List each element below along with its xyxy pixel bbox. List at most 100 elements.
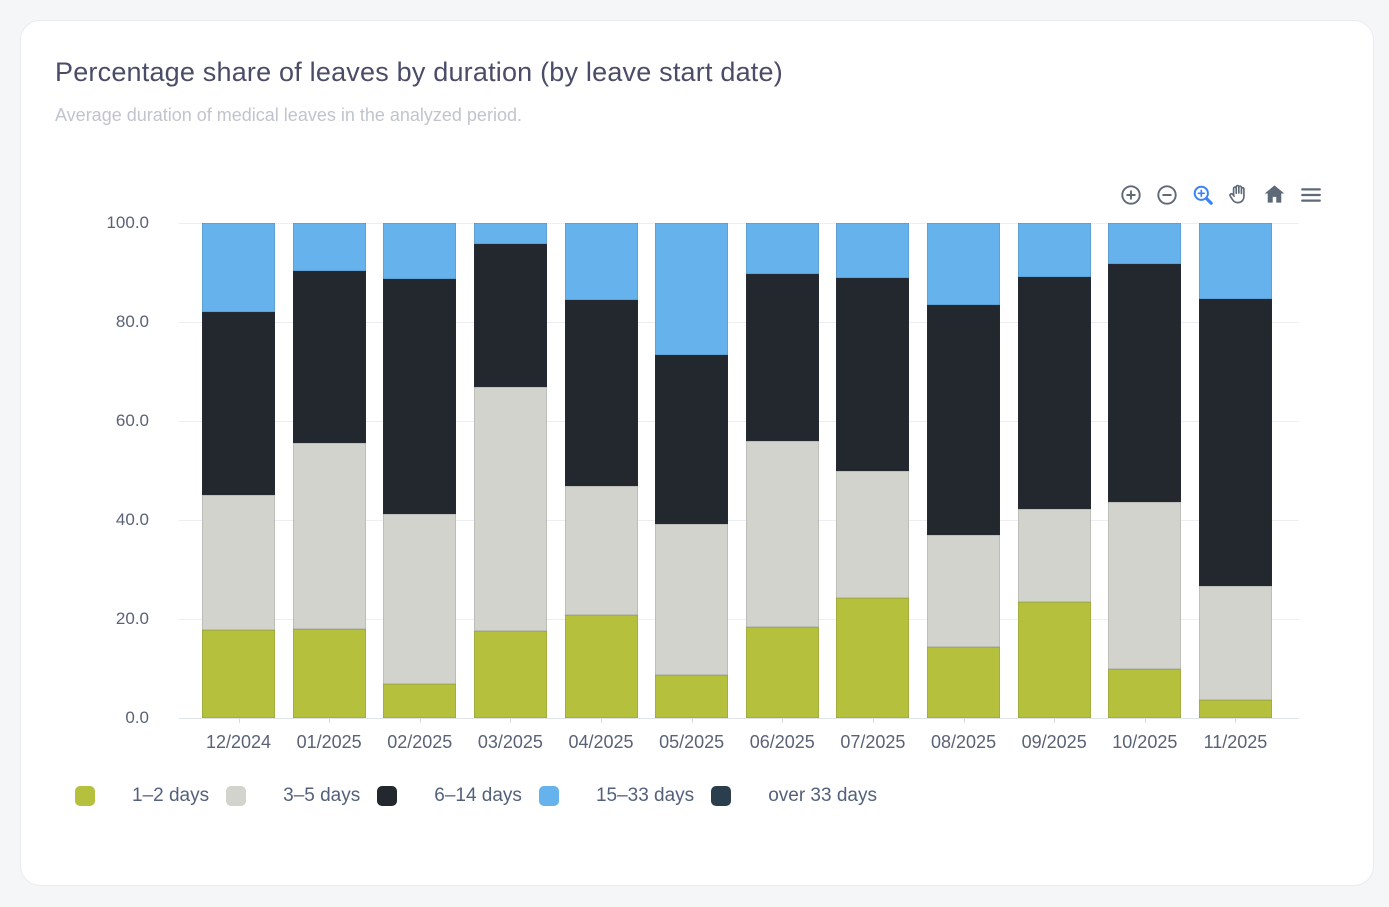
pan-icon[interactable] [1225, 181, 1252, 208]
x-tick-label: 01/2025 [296, 732, 362, 752]
legend-swatch [711, 786, 732, 806]
bar-segment[interactable] [292, 443, 366, 629]
bar-segment[interactable] [1017, 276, 1091, 510]
chart-card: Percentage share of leaves by duration (… [20, 20, 1374, 886]
bar-segment[interactable] [1017, 223, 1091, 277]
stacked-bar-06-2025 [745, 223, 819, 718]
bar-segment[interactable] [927, 223, 1001, 306]
x-tick-mark [601, 718, 603, 723]
zoom-out-icon[interactable] [1153, 181, 1180, 208]
chart-subtitle: Average duration of medical leaves in th… [55, 105, 522, 125]
bar-segment[interactable] [927, 646, 1001, 718]
bar-segment[interactable] [655, 524, 729, 675]
bar-segment[interactable] [202, 223, 275, 312]
y-tick-label: 40.0 [115, 510, 149, 529]
bar-segment[interactable] [836, 470, 910, 598]
x-tick-label: 05/2025 [659, 732, 725, 752]
bar-segment[interactable] [1017, 602, 1091, 718]
x-tick-label: 04/2025 [568, 732, 634, 752]
gridline [179, 420, 1299, 422]
gridline [179, 618, 1299, 620]
legend-item[interactable]: over 33 days [711, 785, 877, 807]
bar-segment[interactable] [292, 628, 366, 718]
x-tick-label: 02/2025 [387, 732, 453, 752]
x-tick-label: 07/2025 [840, 732, 906, 752]
stacked-bar-11-2025 [1198, 223, 1272, 718]
bar-segment[interactable] [383, 513, 457, 684]
legend-swatch [226, 786, 247, 806]
x-tick-label: 06/2025 [749, 732, 815, 752]
bar-segment[interactable] [564, 614, 638, 718]
bar-segment[interactable] [564, 300, 638, 487]
bar-segment[interactable] [1017, 509, 1091, 603]
gridline [179, 222, 1299, 224]
bar-segment[interactable] [383, 279, 457, 514]
bar-segment[interactable] [383, 223, 457, 280]
legend-swatch [377, 786, 398, 806]
bar-segment[interactable] [745, 626, 819, 718]
stacked-bar-03-2025 [473, 223, 547, 718]
bar-segment[interactable] [383, 683, 457, 718]
bar-segment[interactable] [1108, 502, 1182, 669]
bar-segment[interactable] [655, 674, 729, 718]
x-tick-mark [238, 718, 240, 723]
bar-segment[interactable] [202, 311, 275, 495]
bar-segment[interactable] [292, 271, 366, 444]
bar-segment[interactable] [202, 629, 275, 718]
stacked-bar-09-2025 [1017, 223, 1091, 718]
reset-home-icon[interactable] [1261, 181, 1288, 208]
bar-segment[interactable] [1108, 223, 1182, 265]
x-tick-label: 10/2025 [1112, 732, 1178, 752]
bar-segment[interactable] [292, 223, 366, 272]
box-zoom-icon[interactable] [1189, 181, 1216, 208]
bar-segment[interactable] [473, 387, 547, 631]
bar-segment[interactable] [836, 277, 910, 471]
bar-segment[interactable] [473, 223, 547, 245]
bar-segment[interactable] [655, 223, 729, 356]
bar-segment[interactable] [1108, 264, 1182, 503]
bar-segment[interactable] [655, 355, 729, 525]
bar-segment[interactable] [473, 244, 547, 388]
legend-label: 1–2 days [132, 785, 210, 806]
legend-item[interactable]: 3–5 days [226, 785, 360, 807]
legend-item[interactable]: 15–33 days [538, 785, 694, 807]
bar-segment[interactable] [564, 223, 638, 301]
bar-segment[interactable] [927, 305, 1001, 535]
y-tick-label: 0.0 [125, 708, 149, 727]
bar-segment[interactable] [202, 494, 275, 630]
bar-segment[interactable] [1198, 700, 1272, 718]
bar-segment[interactable] [745, 274, 819, 442]
bar-segment[interactable] [745, 441, 819, 627]
x-tick-mark [872, 718, 874, 723]
legend-item[interactable]: 1–2 days [75, 785, 209, 807]
stacked-bar-04-2025 [564, 223, 638, 718]
bar-segment[interactable] [836, 223, 910, 278]
bar-segment[interactable] [836, 597, 910, 718]
x-tick-mark [1054, 718, 1056, 723]
stacked-bar-07-2025 [836, 223, 910, 718]
bar-segment[interactable] [1198, 585, 1272, 701]
stacked-bar-10-2025 [1108, 223, 1182, 718]
x-tick-mark [510, 718, 512, 723]
bar-segment[interactable] [1198, 299, 1272, 586]
bar-segment[interactable] [1198, 223, 1272, 300]
x-tick-mark [1235, 718, 1237, 723]
bar-segment[interactable] [473, 630, 547, 718]
y-tick-label: 100.0 [106, 213, 149, 232]
legend-swatch [75, 786, 95, 806]
chart-toolbar [1117, 181, 1324, 208]
bar-segment[interactable] [1108, 669, 1182, 718]
stacked-bar-02-2025 [383, 223, 457, 718]
bar-segment[interactable] [745, 223, 819, 274]
legend-item[interactable]: 6–14 days [377, 785, 522, 807]
bar-segment[interactable] [564, 486, 638, 615]
menu-icon[interactable] [1297, 181, 1324, 208]
x-tick-mark [329, 718, 331, 723]
zoom-in-icon[interactable] [1117, 181, 1144, 208]
stacked-bar-05-2025 [655, 223, 729, 718]
bar-segment[interactable] [927, 534, 1001, 647]
legend-label: over 33 days [768, 785, 877, 806]
x-tick-label: 03/2025 [477, 732, 543, 752]
gridline [179, 717, 1299, 719]
x-tick-label: 11/2025 [1203, 732, 1268, 752]
